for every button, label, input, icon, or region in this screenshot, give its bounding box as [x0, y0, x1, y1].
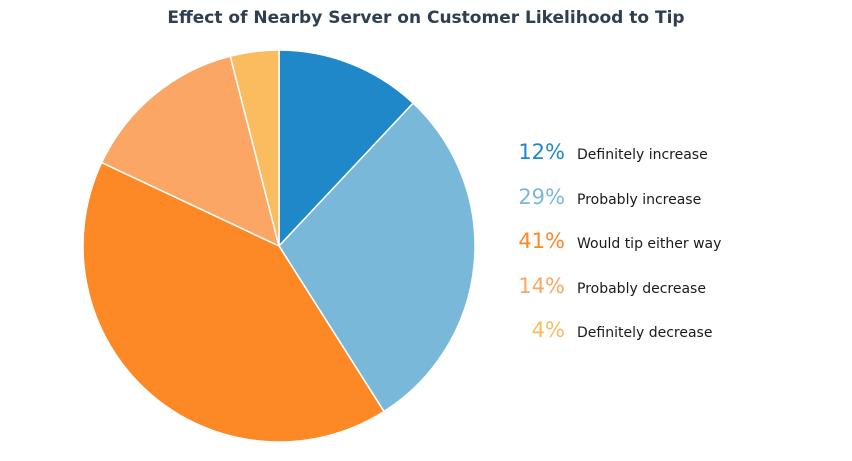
legend-percent: 4% [531, 318, 565, 342]
legend-label: Definitely increase [577, 147, 708, 163]
legend-label: Would tip either way [577, 236, 722, 252]
legend-item-definitely-decrease: 4% Definitely decrease [505, 318, 721, 363]
pie-slice-probably-decrease [100, 55, 281, 248]
legend: 12% Definitely increase 29% Probably inc… [505, 140, 721, 363]
legend-item-probably-increase: 29% Probably increase [505, 185, 721, 230]
legend-item-would-tip-either-way: 41% Would tip either way [505, 229, 721, 274]
legend-percent: 14% [518, 273, 565, 298]
pie-slice-probably-increase [278, 102, 476, 413]
legend-label: Definitely decrease [577, 325, 713, 341]
legend-label: Probably increase [577, 191, 702, 208]
legend-item-probably-decrease: 14% Probably decrease [505, 274, 721, 319]
legend-item-definitely-increase: 12% Definitely increase [505, 140, 721, 185]
chart-title: Effect of Nearby Server on Customer Like… [167, 8, 685, 28]
legend-percent: 29% [518, 184, 565, 209]
pie-slice-definitely-decrease [229, 49, 280, 247]
pie-slice-definitely-increase [278, 49, 415, 248]
legend-percent: 12% [518, 140, 565, 164]
pie-slice-would-tip-either-way [82, 161, 386, 443]
legend-percent: 41% [518, 229, 565, 253]
legend-label: Probably decrease [577, 280, 706, 297]
